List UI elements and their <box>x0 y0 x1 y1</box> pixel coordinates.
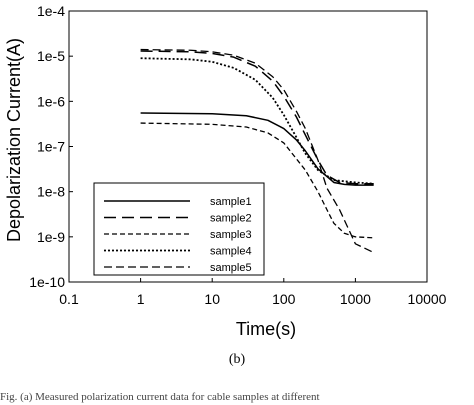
y-tick-label: 1e-8 <box>37 184 65 200</box>
legend-label-sample4: sample4 <box>210 246 252 258</box>
y-tick-label: 1e-10 <box>29 274 65 290</box>
x-tick-label: 1000 <box>340 291 371 307</box>
x-tick-label: 0.1 <box>59 291 79 307</box>
x-tick-label: 1 <box>137 291 145 307</box>
legend-label-sample1: sample1 <box>210 196 252 208</box>
figure-caption: Fig. (a) Measured polarization current d… <box>0 391 320 403</box>
x-tick-label: 10 <box>204 291 220 307</box>
x-axis-title: Time(s) <box>236 319 296 339</box>
x-tick-label: 100 <box>272 291 296 307</box>
series-line-sample5 <box>140 48 374 254</box>
series-line-sample3 <box>140 122 374 239</box>
y-tick-label: 1e-6 <box>37 93 65 109</box>
y-tick-label: 1e-9 <box>37 229 65 245</box>
y-tick-label: 1e-4 <box>37 3 65 19</box>
panel-label: (b) <box>228 352 246 367</box>
y-tick-label: 1e-5 <box>37 48 65 64</box>
legend-label-sample5: sample5 <box>210 262 252 274</box>
series-line-sample4 <box>140 57 374 185</box>
series-line-sample2 <box>140 50 374 185</box>
legend-box <box>93 182 265 276</box>
y-tick-label: 1e-7 <box>37 139 65 155</box>
legend-label-sample2: sample2 <box>210 213 252 225</box>
y-axis-title: Depolarization Current(A) <box>4 38 24 242</box>
series-line-sample1 <box>140 112 374 186</box>
legend-label-sample3: sample3 <box>210 229 252 241</box>
x-tick-label: 10000 <box>408 291 447 307</box>
